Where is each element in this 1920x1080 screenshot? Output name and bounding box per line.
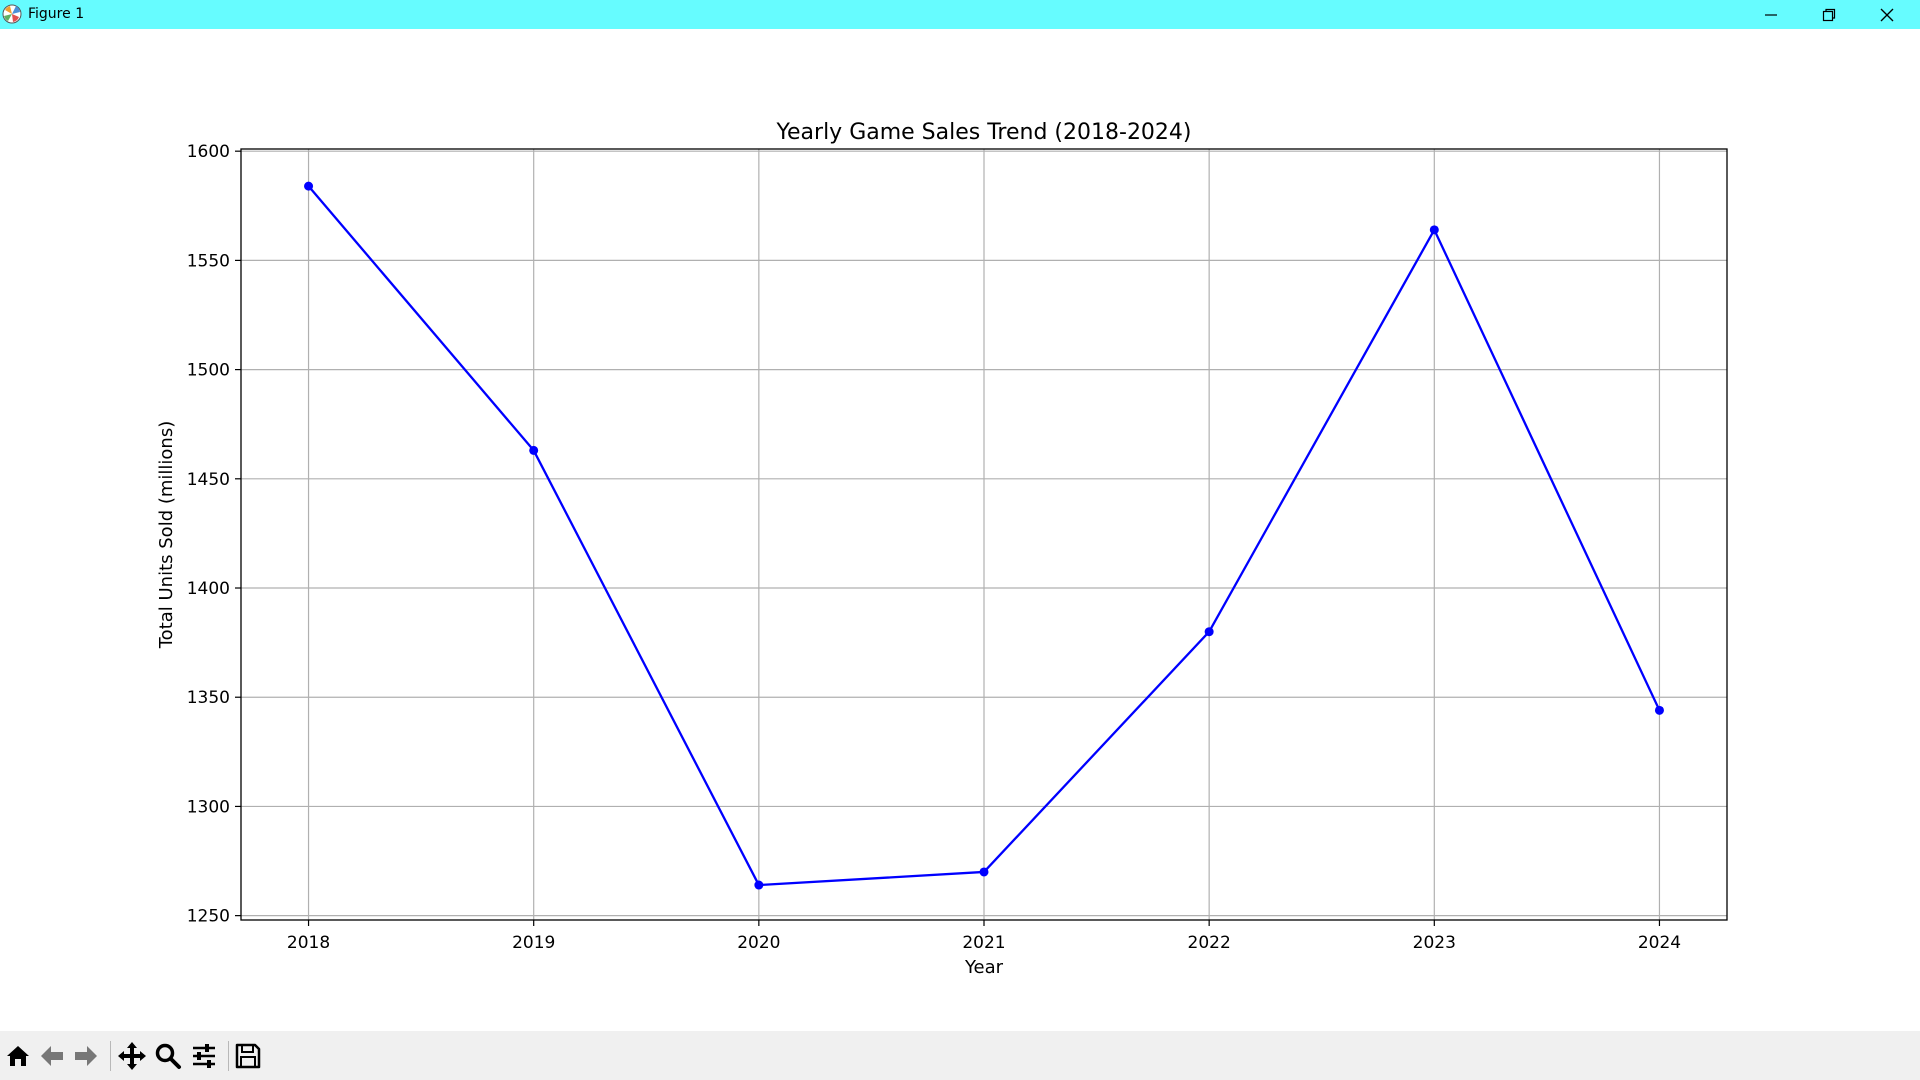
- title-bar[interactable]: Figure 1: [0, 0, 1920, 29]
- move-icon: [118, 1042, 146, 1070]
- x-axis-label: Year: [964, 957, 1004, 978]
- y-tick-label: 1300: [187, 797, 230, 817]
- x-tick-label: 2020: [737, 933, 780, 953]
- navigation-toolbar: [0, 1031, 1920, 1080]
- close-icon: [1880, 8, 1894, 21]
- y-tick-label: 1600: [187, 142, 230, 162]
- pan-button[interactable]: [116, 1040, 148, 1072]
- minimize-icon: [1765, 13, 1777, 16]
- axes-frame: [240, 148, 1728, 921]
- magnifier-icon: [155, 1043, 181, 1069]
- data-point[interactable]: [1654, 705, 1664, 715]
- y-tick-label: 1250: [187, 907, 230, 927]
- forward-button[interactable]: [70, 1040, 102, 1072]
- data-point[interactable]: [304, 181, 314, 191]
- x-tick-label: 2021: [962, 933, 1005, 953]
- home-button[interactable]: [2, 1040, 34, 1072]
- arrow-right-icon: [75, 1046, 97, 1066]
- data-point[interactable]: [979, 867, 989, 877]
- close-button[interactable]: [1858, 0, 1916, 29]
- y-tick-label: 1350: [187, 688, 230, 708]
- arrow-left-icon: [41, 1046, 63, 1066]
- window-title: Figure 1: [28, 6, 85, 22]
- y-tick-label: 1550: [187, 251, 230, 271]
- x-tick-label: 2023: [1413, 933, 1456, 953]
- matplotlib-app-icon: [2, 4, 22, 24]
- minimize-button[interactable]: [1742, 0, 1800, 29]
- x-tick-label: 2019: [512, 933, 555, 953]
- x-tick-label: 2024: [1638, 933, 1681, 953]
- home-icon: [7, 1046, 29, 1066]
- x-tick-label: 2018: [287, 933, 330, 953]
- configure-subplots-button[interactable]: [188, 1040, 220, 1072]
- x-tick-label: 2022: [1188, 933, 1231, 953]
- grid-lines: [241, 149, 1727, 920]
- save-button[interactable]: [232, 1040, 264, 1072]
- floppy-disk-icon: [235, 1043, 261, 1069]
- data-point[interactable]: [529, 445, 539, 455]
- sliders-icon: [193, 1044, 215, 1068]
- zoom-button[interactable]: [152, 1040, 184, 1072]
- back-button[interactable]: [36, 1040, 68, 1072]
- toolbar-separator: [228, 1041, 229, 1071]
- chart-title: Yearly Game Sales Trend (2018-2024): [775, 120, 1191, 145]
- data-point[interactable]: [754, 880, 764, 890]
- y-tick-label: 1400: [187, 579, 230, 599]
- restore-button[interactable]: [1800, 0, 1858, 29]
- y-axis-ticks: 1250 1300 1350 1400 1450 1500 1550 1600: [187, 142, 241, 927]
- y-tick-label: 1500: [187, 361, 230, 381]
- series-layer: [304, 181, 1664, 890]
- y-axis-label: Total Units Sold (millions): [156, 421, 177, 649]
- restore-icon: [1822, 8, 1836, 21]
- figure-canvas[interactable]: 1250 1300 1350 1400 1450 1500 1550 1600 2018 201…: [0, 29, 1920, 1031]
- data-point[interactable]: [1204, 627, 1214, 637]
- x-axis-ticks: 2018 2019 2020 2021 2022 2023 2024: [287, 920, 1681, 953]
- toolbar-separator: [110, 1041, 111, 1071]
- y-tick-label: 1450: [187, 470, 230, 490]
- data-point[interactable]: [1429, 225, 1439, 235]
